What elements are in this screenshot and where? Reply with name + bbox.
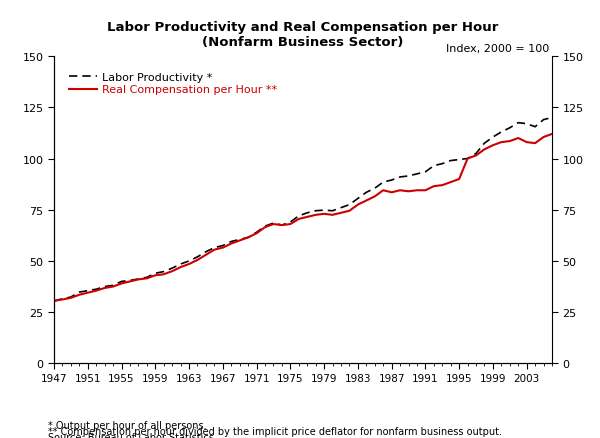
Legend: Labor Productivity *, Real Compensation per Hour **: Labor Productivity *, Real Compensation … (65, 69, 282, 100)
Real Compensation per Hour ** (548, 132, 556, 137)
Line: Real Compensation per Hour **: Real Compensation per Hour ** (54, 134, 552, 301)
Real Compensation per Hour ** (135, 277, 142, 283)
Labor Productivity * (194, 254, 201, 260)
Labor Productivity * (219, 244, 226, 249)
Real Compensation per Hour ** (219, 245, 226, 251)
Labor Productivity * (177, 262, 184, 267)
Labor Productivity * (211, 245, 218, 251)
Real Compensation per Hour ** (211, 247, 218, 253)
Real Compensation per Hour ** (50, 299, 58, 304)
Labor Productivity * (548, 116, 556, 121)
Labor Productivity * (135, 277, 142, 282)
Text: Source: Bureau of Labor Statistics: Source: Bureau of Labor Statistics (48, 432, 214, 438)
Real Compensation per Hour ** (177, 265, 184, 270)
Real Compensation per Hour ** (194, 258, 201, 263)
Title: Labor Productivity and Real Compensation per Hour
(Nonfarm Business Sector): Labor Productivity and Real Compensation… (107, 21, 499, 49)
Real Compensation per Hour ** (363, 198, 370, 204)
Text: * Output per hour of all persons.: * Output per hour of all persons. (48, 420, 206, 431)
Text: ** Compensation per hour divided by the implicit price deflator for nonfarm busi: ** Compensation per hour divided by the … (48, 426, 502, 436)
Line: Labor Productivity *: Labor Productivity * (54, 118, 552, 301)
Labor Productivity * (50, 299, 58, 304)
Labor Productivity * (363, 190, 370, 195)
Text: Index, 2000 = 100: Index, 2000 = 100 (446, 44, 550, 54)
